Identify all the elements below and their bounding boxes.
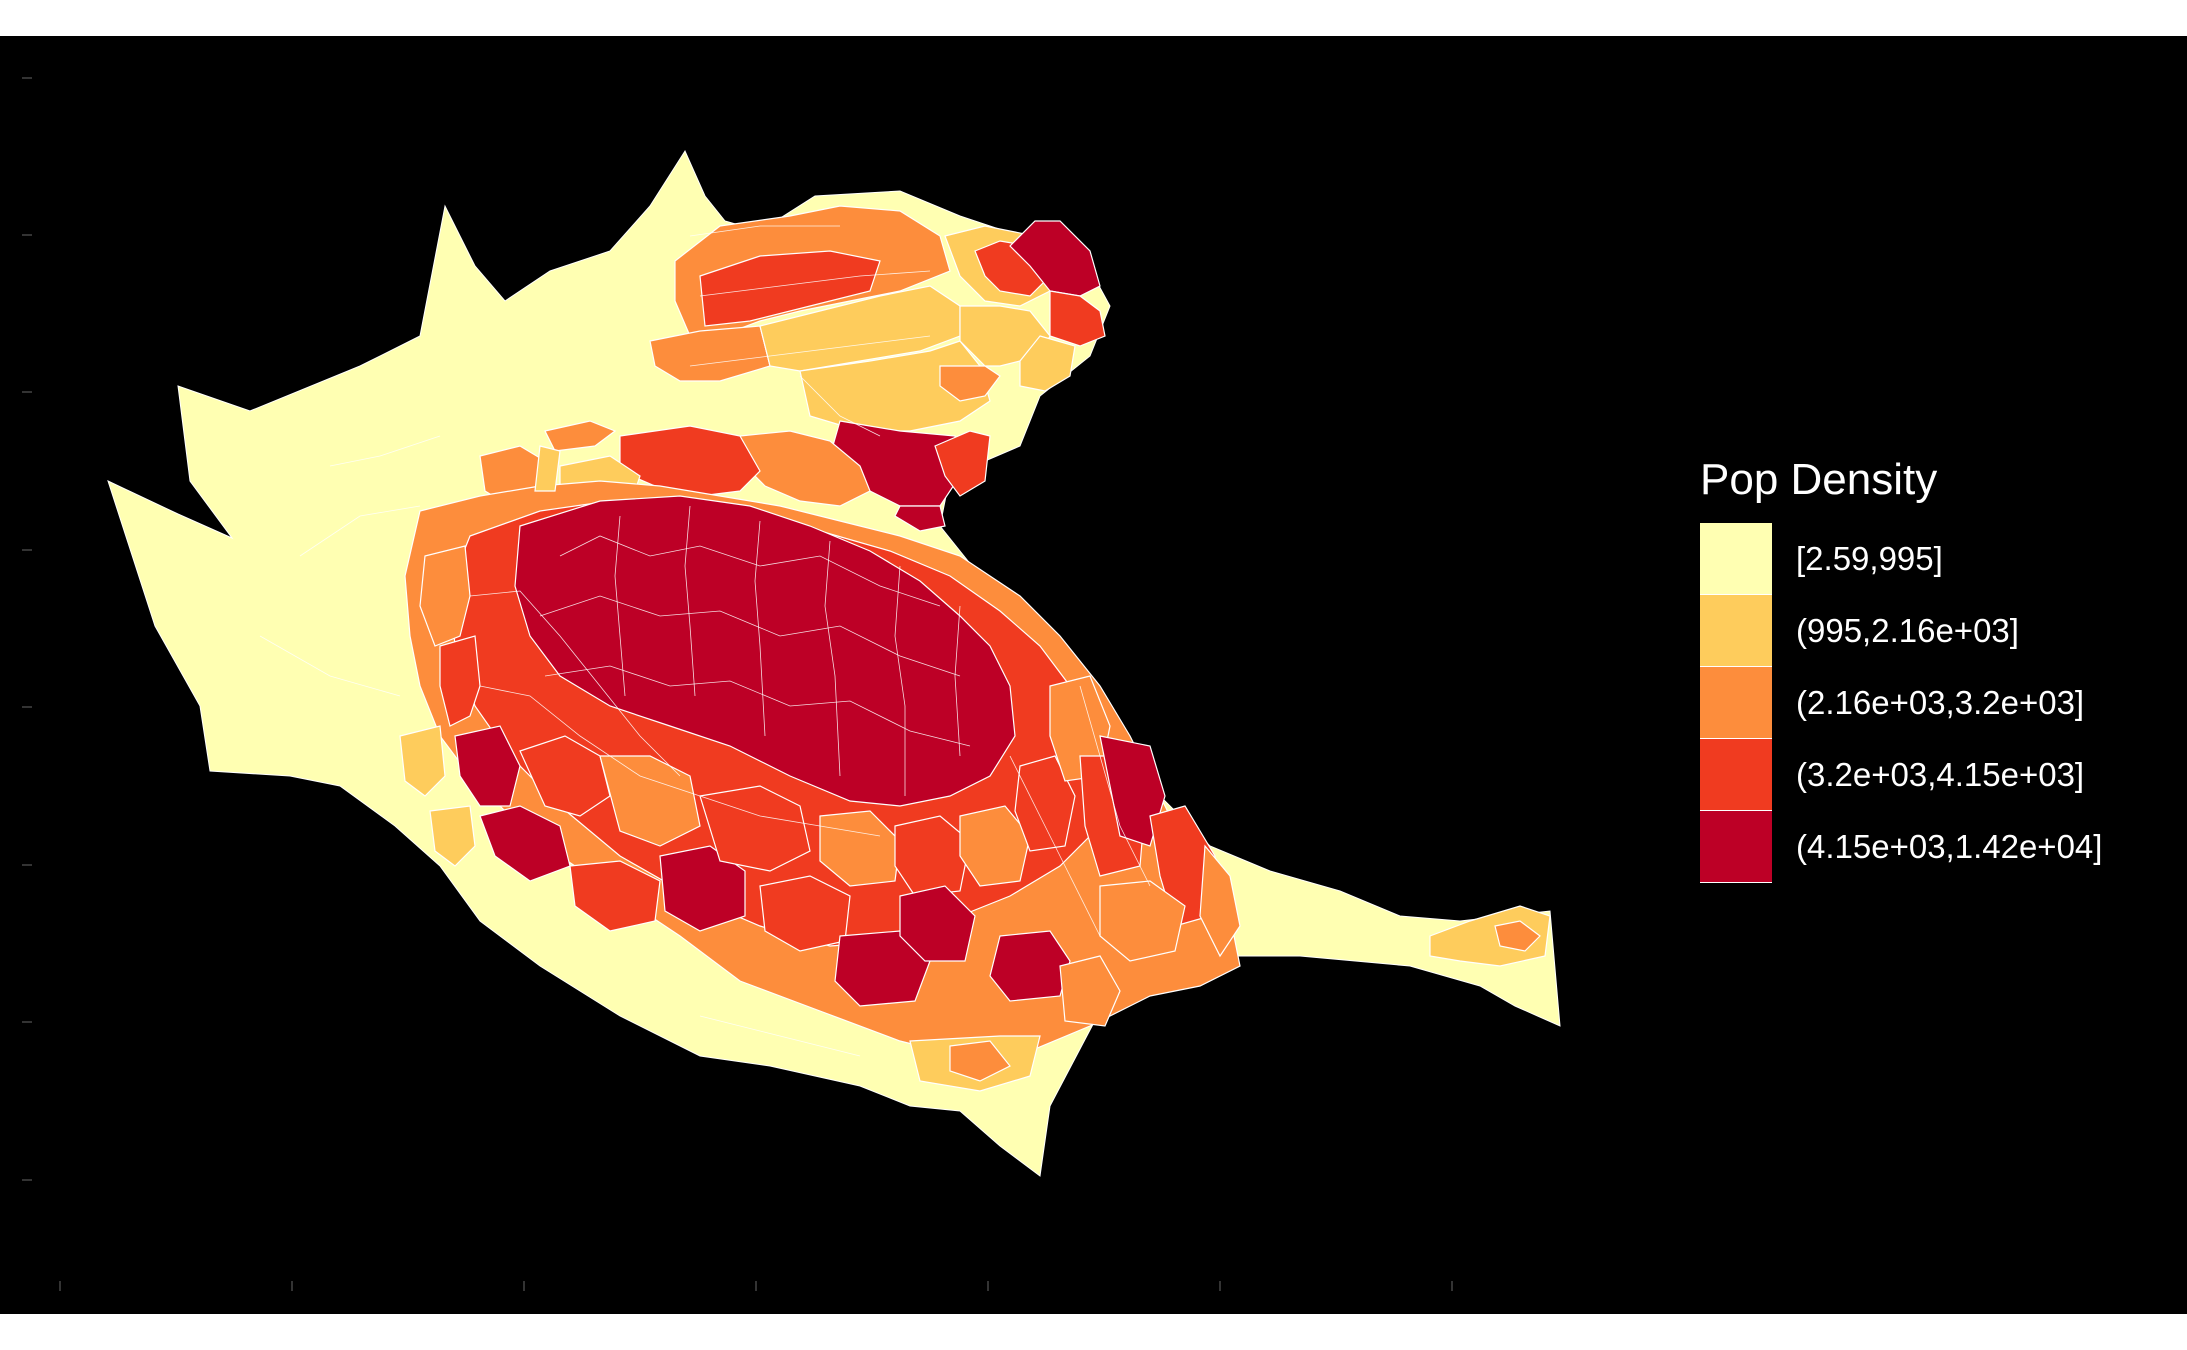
legend-item: (995,2.16e+03]: [1700, 595, 2102, 667]
tract: [894, 505, 946, 532]
tract-boundary-line: [689, 225, 840, 237]
tract: [989, 930, 1071, 1002]
tract: [599, 755, 701, 847]
legend-item: (3.2e+03,4.15e+03]: [1700, 739, 2102, 811]
tract: [439, 635, 481, 727]
tract-boundary-line: [824, 540, 841, 777]
tract-boundary-line: [299, 505, 421, 557]
tract: [899, 885, 976, 962]
tract: [1199, 844, 1241, 958]
tract-boundary-line: [479, 685, 881, 837]
tract: [699, 785, 811, 872]
legend-label: (4.15e+03,1.42e+04]: [1796, 828, 2103, 865]
tract: [419, 545, 471, 647]
census-tracts: [399, 205, 1551, 1092]
tract-boundary-line: [754, 520, 766, 737]
tract: [699, 250, 881, 327]
choropleth-map: [22, 77, 1561, 1291]
tract: [399, 725, 446, 797]
legend-swatch: [1700, 811, 1772, 883]
tract: [1019, 335, 1076, 392]
tract-boundary-line: [894, 565, 906, 796]
tract: [569, 860, 661, 932]
tract: [949, 1040, 1011, 1082]
tract-boundary-line: [259, 635, 401, 697]
tract-boundary-line: [329, 435, 441, 467]
tract: [514, 495, 1016, 807]
tract: [959, 805, 1031, 887]
tract-boundary-line: [799, 375, 881, 437]
tract: [519, 735, 611, 817]
tract-boundary-line: [954, 605, 961, 757]
tract-boundary-line: [1009, 755, 1101, 937]
tract-boundary-line: [699, 1015, 861, 1057]
tract: [649, 325, 771, 382]
tract: [819, 810, 901, 887]
tract: [544, 420, 617, 452]
legend-item: [2.59,995]: [1700, 523, 2102, 595]
legend-swatch: [1700, 595, 1772, 667]
legend-label: [2.59,995]: [1796, 540, 1943, 577]
legend-label: (2.16e+03,3.2e+03]: [1796, 684, 2085, 721]
axis-ticks: [22, 77, 1453, 1291]
tract: [894, 815, 971, 897]
legend-title: Pop Density: [1700, 455, 1938, 504]
tract: [1009, 220, 1101, 297]
tract-boundary-line: [544, 665, 971, 747]
legend-swatch: [1700, 523, 1772, 595]
legend-label: (995,2.16e+03]: [1796, 612, 2019, 649]
tract: [429, 805, 476, 867]
tract-boundary-line: [539, 595, 961, 677]
legend-swatch: [1700, 739, 1772, 811]
tract-boundaries: [259, 225, 1151, 1057]
legend-item: (4.15e+03,1.42e+04]: [1700, 811, 2102, 883]
tract: [534, 445, 561, 492]
tract-boundary-line: [1079, 685, 1151, 887]
legend-label: (3.2e+03,4.15e+03]: [1796, 756, 2085, 793]
legend: Pop Density [2.59,995] (995,2.16e+03] (2…: [1700, 455, 2102, 883]
tract-boundary-line: [699, 270, 931, 297]
tract: [454, 725, 521, 807]
legend-item: (2.16e+03,3.2e+03]: [1700, 667, 2102, 739]
tract: [1014, 755, 1076, 852]
tract-boundary-line: [559, 535, 941, 607]
tract-boundary-line: [469, 590, 681, 777]
tract: [1494, 920, 1541, 952]
tract: [1099, 735, 1166, 847]
tract: [939, 365, 1001, 402]
tract: [1059, 955, 1121, 1027]
tract-boundary-line: [689, 335, 931, 367]
tract: [934, 430, 991, 497]
map-panel: [0, 36, 2187, 1314]
tract-boundary-line: [614, 515, 626, 697]
tract: [659, 845, 746, 932]
tract: [1049, 290, 1106, 347]
tract-boundary-line: [684, 505, 696, 697]
legend-swatch: [1700, 667, 1772, 739]
